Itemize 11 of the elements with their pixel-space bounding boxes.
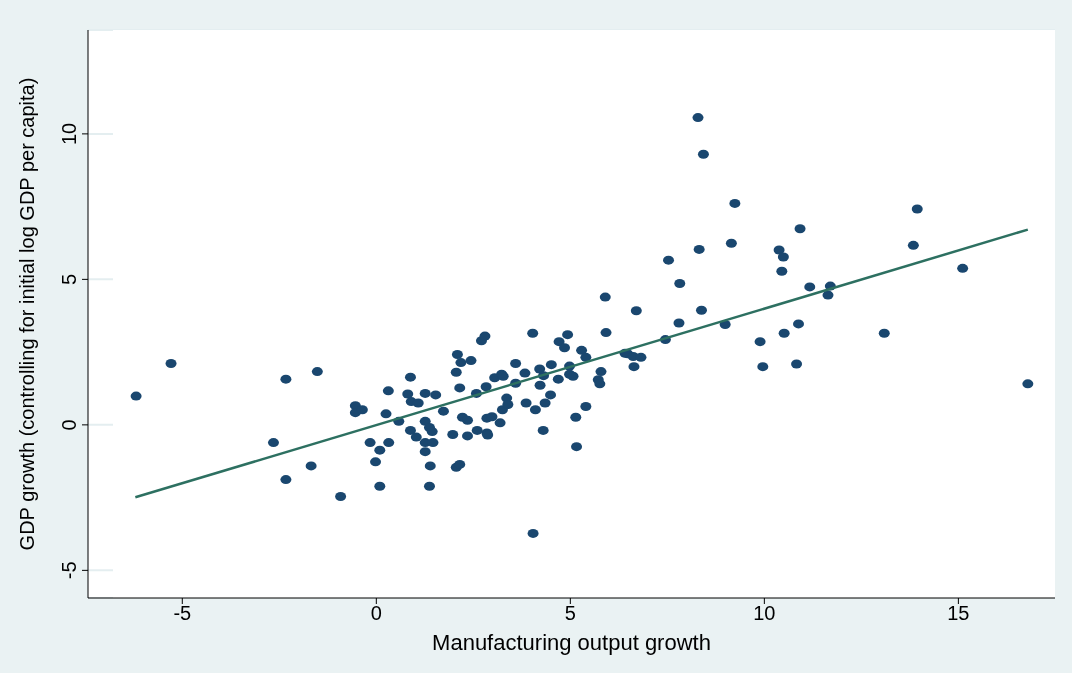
y-tick-label: -5 [58,561,80,580]
y-tick-label: 0 [58,419,80,431]
y-axis-title: GDP growth (controlling for initial log GDP per capita) [16,77,39,551]
y-tick-label: 5 [58,273,80,285]
x-tick-label: 5 [564,602,576,625]
x-tick-label: 10 [753,602,776,625]
x-tick-label: 0 [370,602,382,625]
y-tick-label: 10 [58,122,80,146]
x-tick-label: 15 [947,602,970,625]
x-axis-title: Manufacturing output growth [432,630,711,655]
x-tick-label: -5 [173,602,192,625]
